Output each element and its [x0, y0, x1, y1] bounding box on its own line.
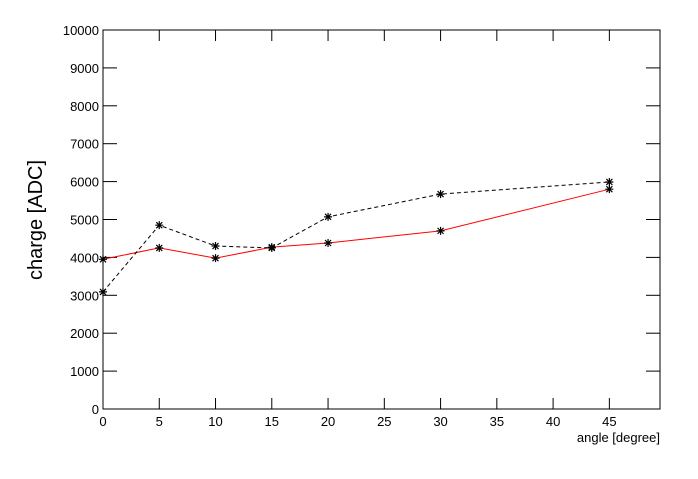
x-tick-label: 5 [156, 414, 163, 429]
y-tick-label: 5000 [70, 213, 99, 228]
y-tick-label: 2000 [70, 326, 99, 341]
x-tick-label: 10 [208, 414, 222, 429]
y-tick-label: 7000 [70, 137, 99, 152]
marker [436, 190, 445, 199]
x-tick-label: 40 [546, 414, 560, 429]
marker [324, 212, 333, 221]
marker [436, 226, 445, 235]
marker [267, 243, 276, 252]
x-tick-label: 20 [321, 414, 335, 429]
y-tick-label: 0 [92, 402, 99, 417]
y-tick-label: 6000 [70, 175, 99, 190]
x-tick-label: 25 [377, 414, 391, 429]
y-tick-label: 8000 [70, 99, 99, 114]
x-tick-label: 30 [433, 414, 447, 429]
marker [99, 255, 107, 264]
x-tick-label: 45 [602, 414, 616, 429]
y-tick-label: 10000 [63, 23, 99, 38]
marker [211, 242, 220, 251]
series-line [102, 188, 610, 260]
marker [99, 287, 107, 296]
plot-frame [102, 29, 661, 410]
marker [155, 221, 164, 230]
y-tick-label: 1000 [70, 364, 99, 379]
marker [605, 177, 614, 186]
x-tick-label: 0 [99, 414, 106, 429]
y-tick-label: 3000 [70, 288, 99, 303]
y-axis-label: charge [ADC] [25, 160, 47, 280]
marker [605, 185, 614, 194]
y-tick-label: 9000 [70, 61, 99, 76]
marker [211, 254, 220, 263]
marker [324, 238, 333, 247]
x-tick-label: 15 [265, 414, 279, 429]
y-tick-label: 4000 [70, 250, 99, 265]
marker [155, 243, 164, 252]
x-axis-label: angle [degree] [577, 430, 660, 445]
x-tick-label: 35 [490, 414, 504, 429]
series-line [102, 181, 610, 293]
